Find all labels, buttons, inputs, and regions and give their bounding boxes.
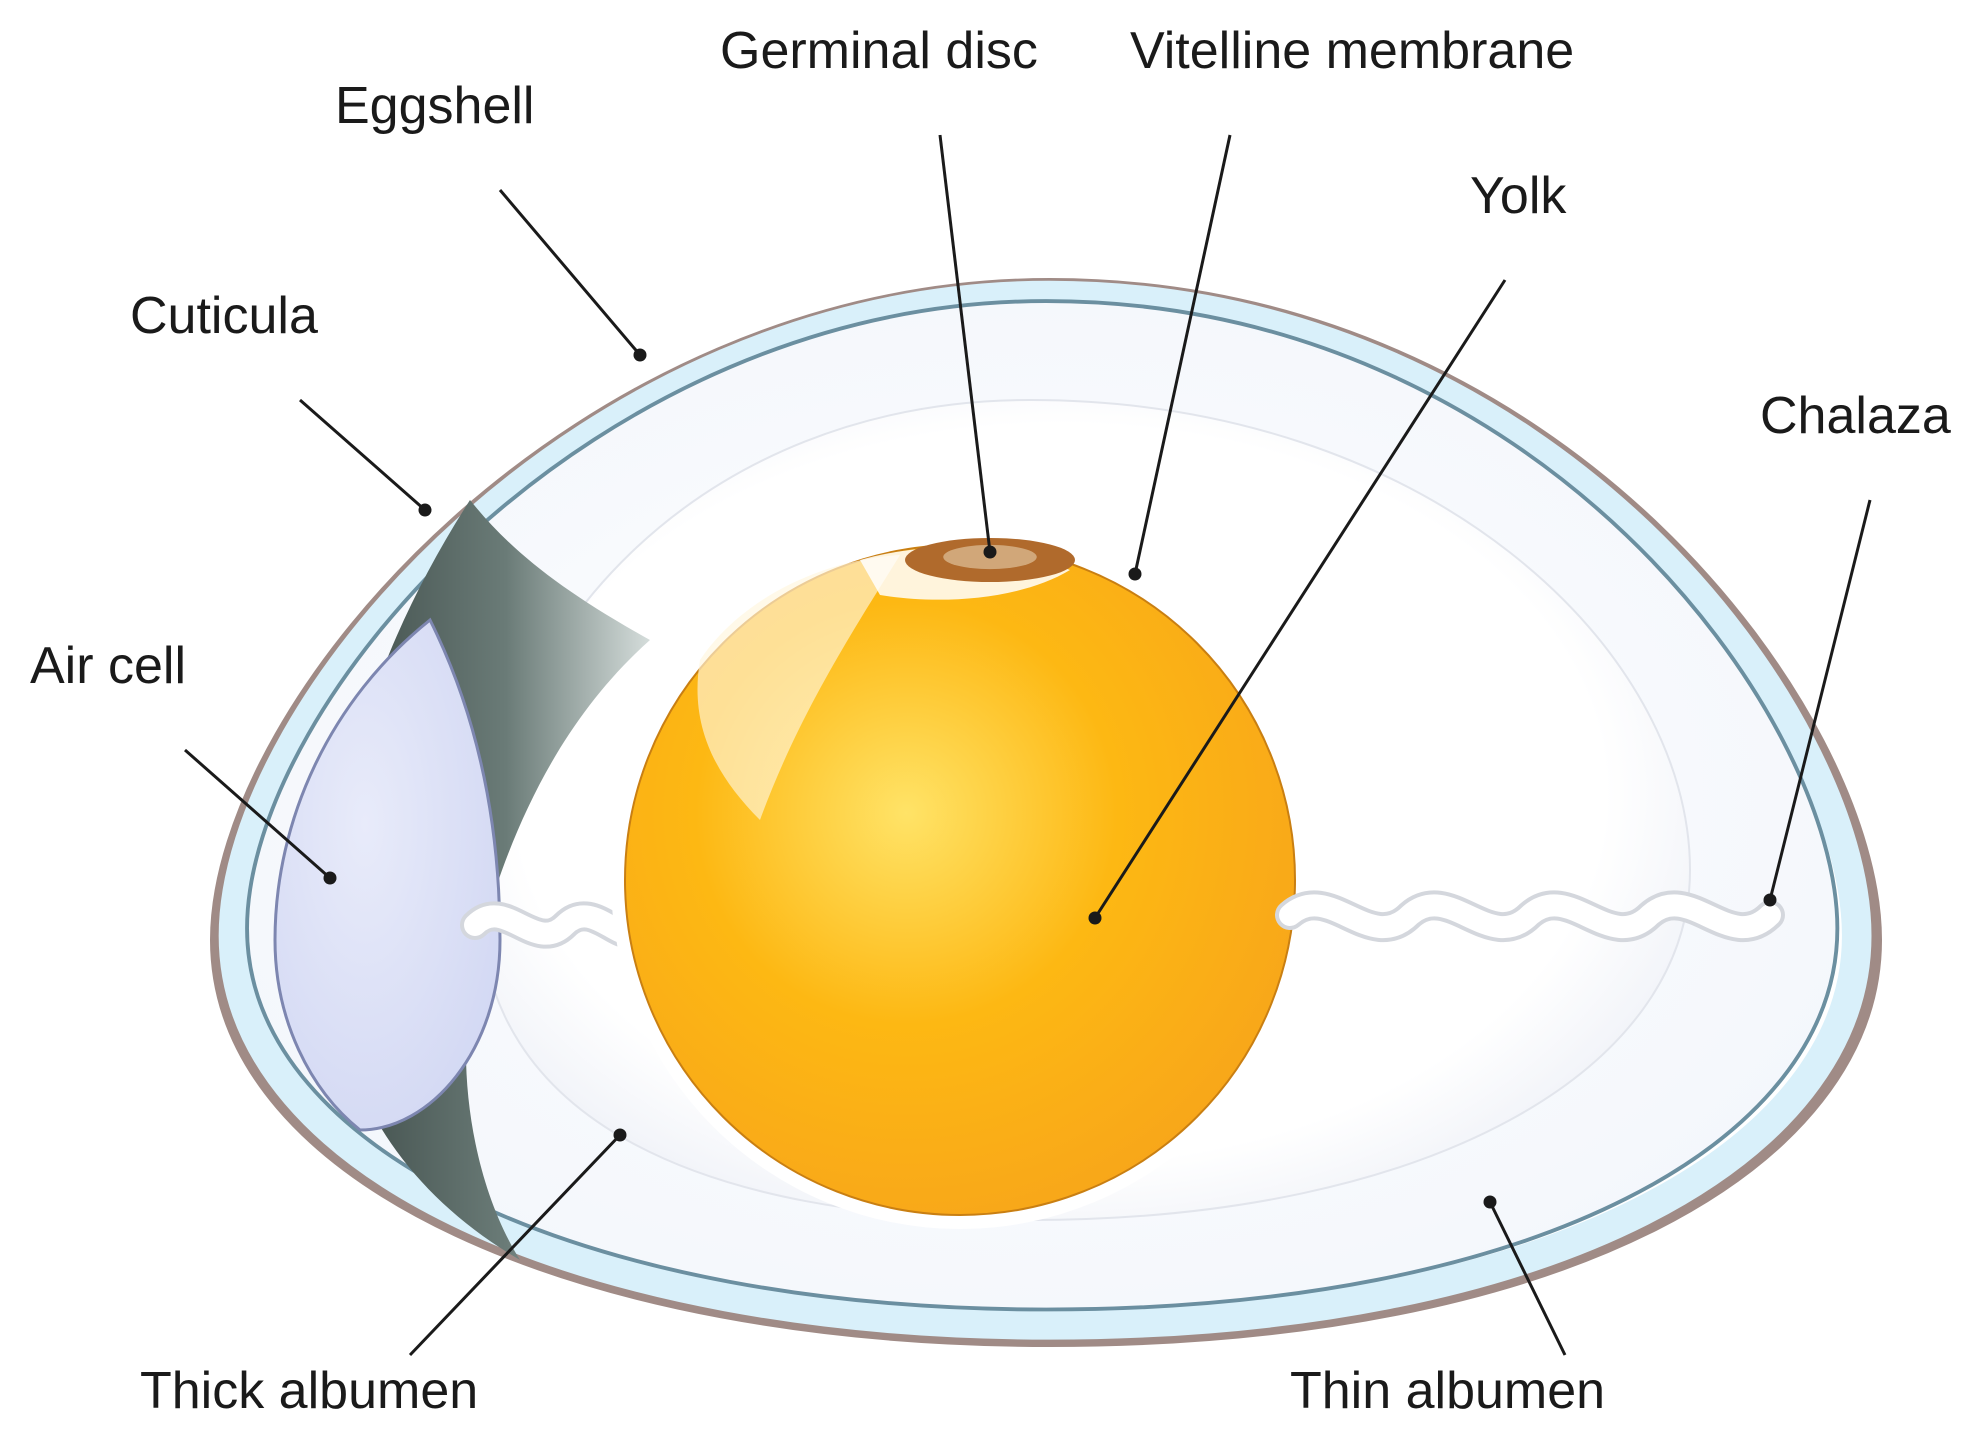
label-air-cell: Air cell <box>30 638 186 695</box>
label-thin-albumen: Thin albumen <box>1290 1363 1605 1420</box>
label-germinal-disc: Germinal disc <box>720 23 1038 80</box>
label-eggshell: Eggshell <box>335 78 534 135</box>
label-cuticula: Cuticula <box>130 288 318 345</box>
egg-diagram <box>0 0 1975 1431</box>
label-thick-albumen: Thick albumen <box>140 1363 478 1420</box>
label-chalaza: Chalaza <box>1760 388 1951 445</box>
label-vitelline: Vitelline membrane <box>1130 23 1574 80</box>
label-yolk: Yolk <box>1470 168 1566 225</box>
